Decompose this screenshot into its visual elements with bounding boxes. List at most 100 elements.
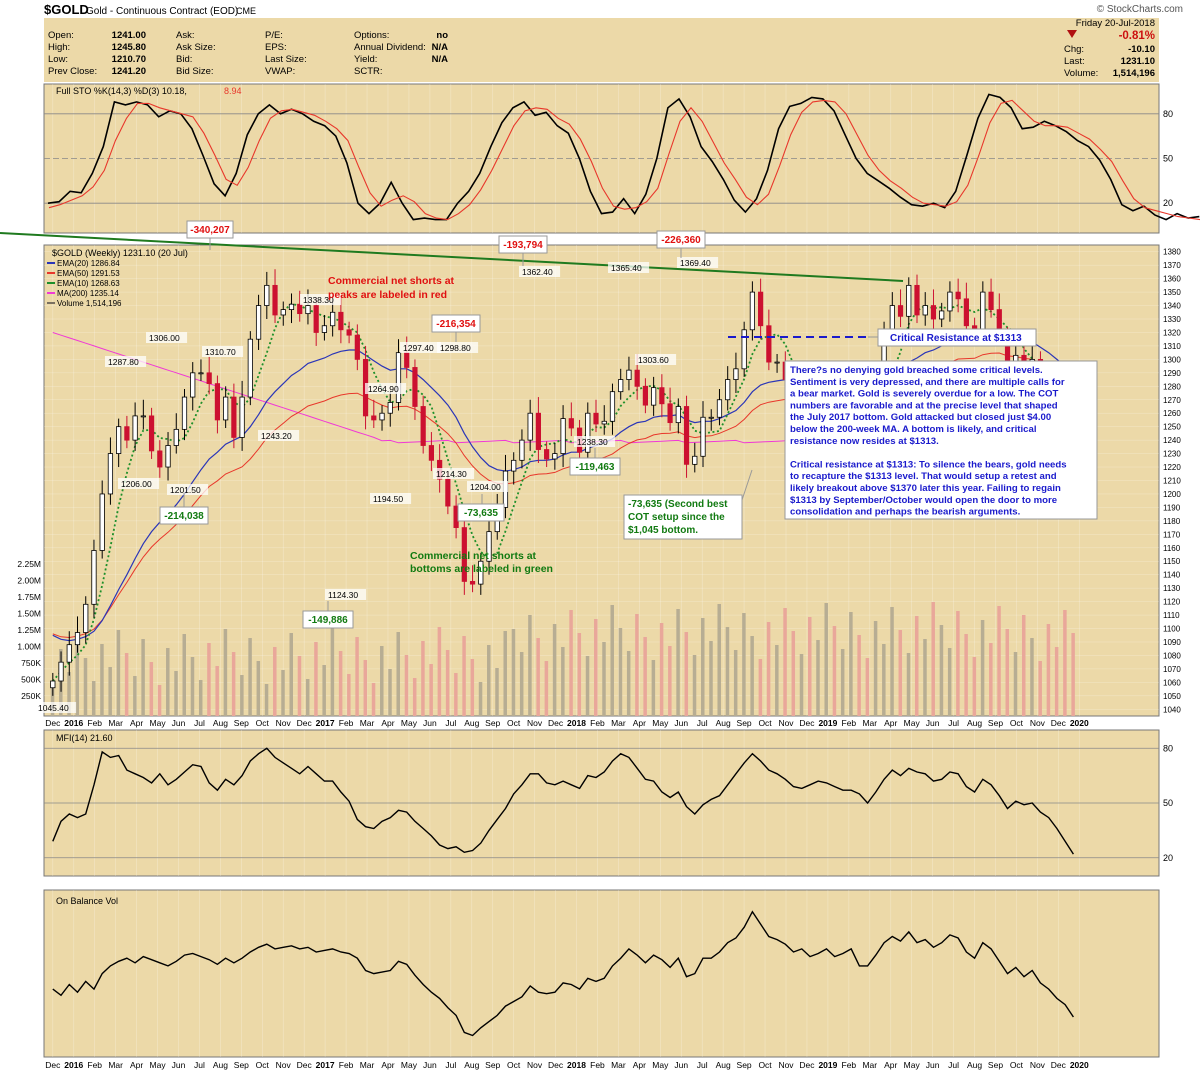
time-tick: Jul xyxy=(445,718,456,728)
candle-body xyxy=(264,284,270,306)
price-tick: 1140 xyxy=(1163,571,1181,580)
volume-bar xyxy=(668,646,672,716)
time-tick: Aug xyxy=(213,718,228,728)
price-tick: 1380 xyxy=(1163,248,1181,257)
candle-body xyxy=(140,415,146,418)
candle-body xyxy=(297,303,303,315)
candle-body xyxy=(354,334,360,360)
quote-label: Open: xyxy=(48,30,74,41)
candle-body xyxy=(107,453,114,495)
volume-bar xyxy=(355,637,359,716)
volume-tick: 1.25M xyxy=(17,625,41,635)
candle-body xyxy=(173,428,179,446)
volume-tick: 250K xyxy=(21,691,41,701)
candle-body xyxy=(321,325,328,333)
candle-body xyxy=(700,416,706,457)
candle-body xyxy=(906,284,912,317)
cot-note: -73,635 (Second best COT setup since the… xyxy=(623,469,753,540)
candle-body xyxy=(544,449,550,460)
volume-bar xyxy=(83,658,88,716)
candle-body xyxy=(280,309,286,316)
cot-box-peak-1: -340,207 xyxy=(186,220,234,250)
quote-right-label: Last: xyxy=(1064,56,1085,67)
svg-text:-214,038: -214,038 xyxy=(164,511,204,522)
volume-bar xyxy=(412,678,417,716)
candle-body xyxy=(255,305,262,340)
time-tick: 2020 xyxy=(1070,718,1089,728)
quote-label: Yield: xyxy=(354,54,377,65)
time-tick: Nov xyxy=(778,1060,794,1070)
time-tick: Oct xyxy=(256,1060,270,1070)
volume-tick: 750K xyxy=(21,658,41,668)
price-tick: 1150 xyxy=(1163,557,1181,566)
candle-body xyxy=(428,445,435,461)
time-tick: Dec xyxy=(548,718,564,728)
quote-label: Prev Close: xyxy=(48,66,97,77)
candle-body xyxy=(206,372,212,385)
price-label: 1303.60 xyxy=(638,355,669,365)
obv-line xyxy=(52,910,1074,1037)
price-tick: 1190 xyxy=(1163,503,1181,512)
volume-tick: 2.25M xyxy=(17,559,41,569)
svg-text:-226,360: -226,360 xyxy=(661,235,701,246)
sto-legend-d: 8.94 xyxy=(224,86,242,96)
svg-text:-119,463: -119,463 xyxy=(576,462,615,473)
price-tick: 1300 xyxy=(1163,355,1181,364)
quote-right-label: Volume: xyxy=(1064,68,1098,79)
volume-bar xyxy=(1046,624,1051,716)
price-label: 1287.80 xyxy=(108,357,139,367)
peaks-note-line2: peaks are labeled in red xyxy=(328,289,447,301)
candle-body xyxy=(148,415,155,452)
price-label: 1045.40 xyxy=(38,703,69,713)
candle-body xyxy=(708,416,714,419)
volume-bar xyxy=(1054,647,1059,716)
volume-bar xyxy=(561,647,565,716)
time-tick: Mar xyxy=(360,1060,375,1070)
price-tick: 1370 xyxy=(1163,261,1181,270)
price-label: 1201.50 xyxy=(170,485,201,495)
time-tick: Jun xyxy=(926,718,940,728)
volume-bar xyxy=(783,608,787,716)
price-tick: 1310 xyxy=(1163,342,1181,351)
sto-series-pct-k xyxy=(47,93,1200,221)
volume-bar xyxy=(231,652,236,716)
candle-body xyxy=(379,412,385,421)
candle-body xyxy=(231,396,237,438)
volume-bar xyxy=(725,627,730,716)
volume-bar xyxy=(577,633,582,716)
price-label: 1264.90 xyxy=(368,384,399,394)
price-label: 1369.40 xyxy=(680,258,711,268)
candle-body xyxy=(371,415,377,421)
volume-bar xyxy=(849,612,853,716)
volume-bar xyxy=(445,650,450,716)
volume-bar xyxy=(594,619,598,716)
sto-series-pct-d xyxy=(48,99,1200,221)
volume-bar xyxy=(149,662,154,716)
time-tick: Mar xyxy=(108,1060,123,1070)
watermark: © StockCharts.com xyxy=(1097,4,1183,15)
volume-bar xyxy=(503,631,507,716)
volume-bar xyxy=(939,625,944,716)
time-tick: Dec xyxy=(1051,1060,1067,1070)
commentary-line: likely breakout above $1370 later this y… xyxy=(790,483,1061,494)
candle-body xyxy=(897,305,904,317)
price-label-bg xyxy=(635,354,677,365)
price-tick: 1080 xyxy=(1163,651,1181,660)
quote-value: N/A xyxy=(432,54,449,65)
price-tick: 1350 xyxy=(1163,288,1181,297)
candle-body xyxy=(659,387,665,405)
candle-body xyxy=(91,550,97,605)
volume-bar xyxy=(495,668,499,716)
volume-bar xyxy=(701,618,705,716)
time-tick: Apr xyxy=(884,718,897,728)
candle-body xyxy=(272,284,278,316)
price-label-bg xyxy=(467,481,509,492)
volume-bar xyxy=(1030,638,1034,716)
time-tick: Apr xyxy=(633,718,646,728)
volume-bar xyxy=(692,655,697,716)
candle-body xyxy=(741,329,747,370)
volume-bar xyxy=(989,643,993,716)
time-tick: Jun xyxy=(674,1060,688,1070)
volume-bar xyxy=(314,642,318,716)
annotation-bottoms: Commercial net shorts at bottoms are lab… xyxy=(410,550,553,575)
